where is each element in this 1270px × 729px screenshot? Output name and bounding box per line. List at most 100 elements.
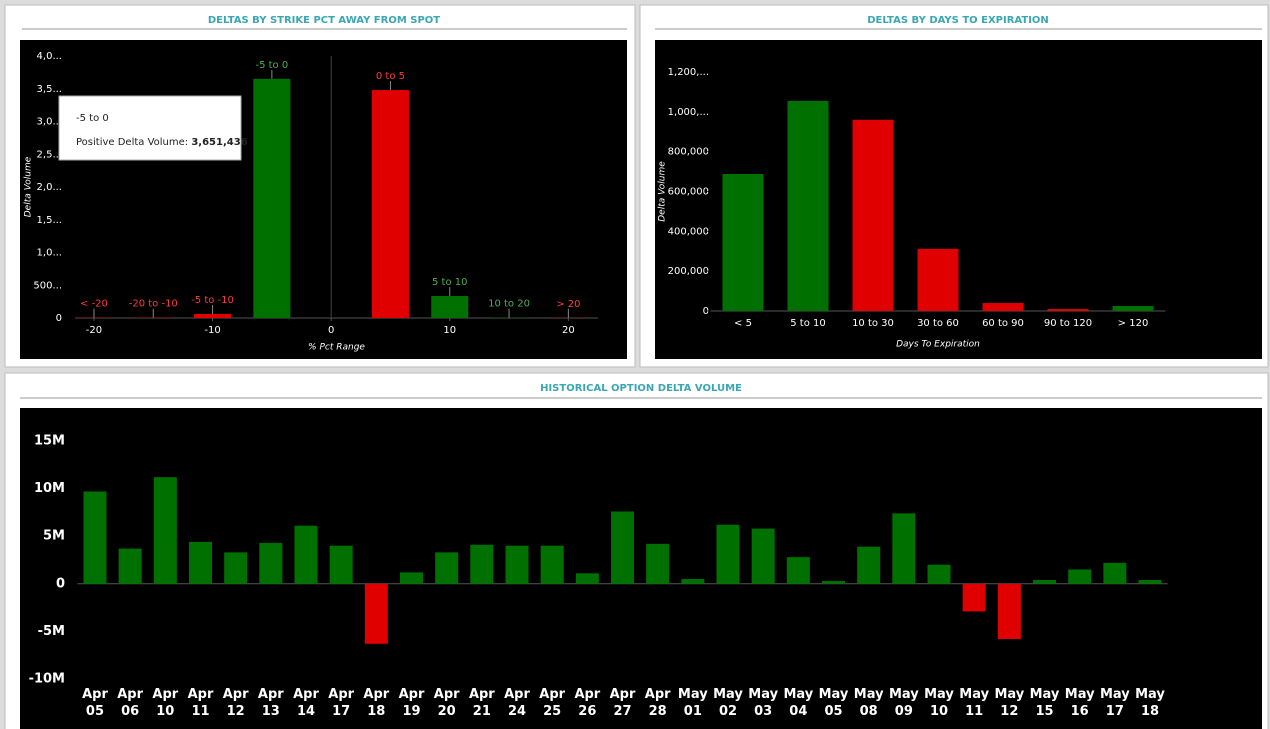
bar bbox=[917, 248, 959, 311]
bar bbox=[329, 545, 353, 584]
y-axis-title: Delta Volume bbox=[24, 156, 34, 217]
y-tick-label: 0 bbox=[56, 576, 65, 591]
y-tick-label: -5M bbox=[38, 624, 65, 639]
x-tick-label: 20 bbox=[562, 325, 575, 336]
panel-title: DELTAS BY DAYS TO EXPIRATION bbox=[867, 15, 1049, 26]
y-tick-label: 400,000 bbox=[668, 226, 709, 237]
x-tick-label: Apr 28 bbox=[645, 687, 671, 719]
bar bbox=[253, 78, 291, 319]
x-tick-label: Apr 12 bbox=[223, 687, 249, 719]
x-tick-label: May 01 bbox=[678, 687, 708, 719]
x-tick-label: Apr 14 bbox=[293, 687, 319, 719]
y-tick-label: 4,0... bbox=[37, 51, 62, 62]
y-tick-label: 500... bbox=[33, 280, 62, 291]
bar bbox=[822, 580, 846, 584]
bar-category-label: > 20 bbox=[556, 299, 580, 310]
y-tick-label: 5M bbox=[43, 529, 65, 544]
bar bbox=[611, 511, 634, 584]
x-tick-label: Apr 05 bbox=[82, 687, 108, 719]
bar bbox=[962, 583, 986, 612]
bar bbox=[1112, 306, 1154, 311]
x-tick-label: May 04 bbox=[783, 687, 813, 719]
plot-area bbox=[20, 40, 627, 359]
bar-category-label: -20 to -10 bbox=[129, 299, 178, 310]
x-tick-label: May 17 bbox=[1100, 687, 1130, 719]
x-tick-label: May 10 bbox=[924, 687, 954, 719]
tooltip-text: Positive Delta Volume: 3,651,436 bbox=[76, 137, 248, 148]
x-tick-label: 10 to 30 bbox=[852, 318, 894, 329]
bar bbox=[83, 491, 107, 584]
x-tick-label: Apr 17 bbox=[328, 687, 354, 719]
tooltip-value: 3,651,436 bbox=[191, 137, 247, 148]
y-tick-label: 800,000 bbox=[668, 147, 709, 158]
x-tick-label: Apr 13 bbox=[258, 687, 284, 719]
x-tick-label: May 02 bbox=[713, 687, 743, 719]
y-tick-label: 1,000,... bbox=[668, 107, 709, 118]
x-tick-label: Apr 19 bbox=[399, 687, 425, 719]
bar bbox=[505, 545, 529, 584]
x-tick-label: Apr 20 bbox=[434, 687, 460, 719]
bar bbox=[681, 579, 705, 584]
x-tick-label: May 16 bbox=[1065, 687, 1095, 719]
bar bbox=[1138, 579, 1162, 584]
y-tick-label: 3,5... bbox=[37, 84, 62, 95]
bar bbox=[852, 119, 894, 311]
bar-category-label: 0 to 5 bbox=[376, 71, 405, 82]
bar bbox=[1068, 569, 1092, 584]
bar bbox=[153, 477, 177, 584]
bar bbox=[982, 303, 1024, 311]
x-axis-title: % Pct Range bbox=[308, 343, 365, 353]
bar bbox=[646, 543, 670, 584]
panel-title: HISTORICAL OPTION DELTA VOLUME bbox=[540, 383, 742, 394]
bar bbox=[786, 557, 810, 584]
x-tick-label: > 120 bbox=[1118, 318, 1149, 329]
bar bbox=[224, 552, 248, 584]
y-tick-label: 600,000 bbox=[668, 187, 709, 198]
x-tick-label: Apr 25 bbox=[539, 687, 565, 719]
panel-title: DELTAS BY STRIKE PCT AWAY FROM SPOT bbox=[208, 15, 440, 26]
y-tick-label: 0 bbox=[56, 313, 62, 324]
y-tick-label: 0 bbox=[703, 306, 709, 317]
bar bbox=[927, 564, 951, 584]
x-tick-label: < 5 bbox=[734, 318, 752, 329]
x-tick-label: 30 to 60 bbox=[917, 318, 959, 329]
bar bbox=[857, 546, 881, 584]
bar-category-label: 10 to 20 bbox=[488, 299, 530, 310]
bar bbox=[1033, 579, 1057, 584]
x-tick-label: Apr 10 bbox=[152, 687, 178, 719]
bar bbox=[371, 90, 409, 318]
x-tick-label: 10 bbox=[443, 325, 456, 336]
bar bbox=[575, 573, 599, 584]
y-tick-label: 3,0... bbox=[37, 117, 62, 128]
x-tick-label: May 03 bbox=[748, 687, 778, 719]
x-tick-label: May 12 bbox=[994, 687, 1024, 719]
bar bbox=[1047, 309, 1089, 311]
tooltip-label: Positive Delta Volume: bbox=[76, 137, 188, 148]
y-tick-label: -10M bbox=[29, 672, 65, 687]
x-tick-label: May 18 bbox=[1135, 687, 1165, 719]
bar bbox=[294, 525, 318, 584]
x-tick-label: May 05 bbox=[819, 687, 849, 719]
bar bbox=[364, 583, 388, 644]
x-tick-label: Apr 11 bbox=[188, 687, 214, 719]
x-tick-label: May 11 bbox=[959, 687, 989, 719]
x-axis-title: Days To Expiration bbox=[896, 340, 980, 350]
x-tick-label: May 15 bbox=[1030, 687, 1060, 719]
y-tick-label: 1,5... bbox=[37, 215, 62, 226]
x-tick-label: -20 bbox=[86, 325, 102, 336]
bar bbox=[892, 513, 916, 584]
x-tick-label: 90 to 120 bbox=[1044, 318, 1092, 329]
x-tick-label: Apr 21 bbox=[469, 687, 495, 719]
x-tick-label: Apr 27 bbox=[610, 687, 636, 719]
bar-category-label: -5 to 0 bbox=[255, 60, 288, 71]
bar bbox=[399, 572, 423, 584]
y-axis-title: Delta Volume bbox=[658, 161, 668, 222]
x-tick-label: -10 bbox=[204, 325, 220, 336]
bar bbox=[997, 583, 1021, 640]
x-tick-label: May 09 bbox=[889, 687, 919, 719]
x-tick-label: Apr 18 bbox=[363, 687, 389, 719]
bar bbox=[1103, 562, 1127, 584]
y-tick-label: 15M bbox=[34, 434, 65, 449]
bar bbox=[540, 545, 564, 584]
